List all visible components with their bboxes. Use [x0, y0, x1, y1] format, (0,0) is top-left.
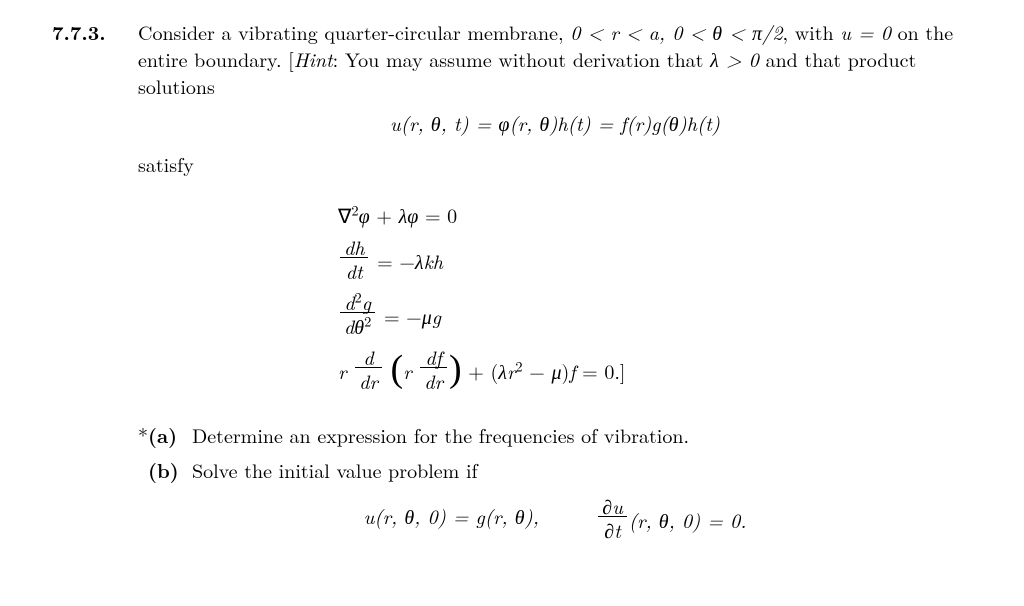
satisfy-label: satisfy	[138, 150, 972, 177]
part-a-label: *(a)	[138, 421, 192, 448]
d-dr-outer-frac: d dr	[355, 346, 382, 391]
ic-1: u(r, θ, 0) = g(r, θ),	[364, 501, 539, 530]
problem-body: Consider a vibrating quarter-circular me…	[138, 18, 972, 544]
product-solution-eq-math: u(r, θ, t) = φ(r, θ)h(t) = f(r)g(θ)h(t)	[390, 108, 720, 137]
statement-text-1: Consider a vibrating quarter-circular me…	[138, 17, 570, 46]
part-a-text: Determine an expression for the frequenc…	[192, 421, 689, 448]
statement-text-2: , with	[783, 17, 841, 46]
dh-dt-frac: dh dt	[340, 236, 368, 281]
initial-conditions: u(r, θ, 0) = g(r, θ), ∂u ∂t (r, θ, 0) = …	[138, 497, 972, 542]
d2g-dtheta2-frac: d2g dθ2	[340, 291, 375, 336]
part-b-letter: (b)	[148, 455, 179, 484]
product-solution-eq: u(r, θ, t) = φ(r, θ)h(t) = f(r)g(θ)h(t)	[138, 109, 972, 136]
ic-2: ∂u ∂t (r, θ, 0) = 0.	[596, 501, 746, 530]
part-a: *(a) Determine an expression for the fre…	[138, 421, 972, 448]
radial-ode: r d dr (r df dr ) + (λr2 − μ)f = 0.]	[338, 348, 625, 393]
statement: Consider a vibrating quarter-circular me…	[138, 18, 972, 99]
statement-text-4: : You may assume without derivation that	[333, 44, 711, 73]
parts: *(a) Determine an expression for the fre…	[138, 421, 972, 483]
statement-math-domain: 0 < r < a, 0 < θ < π/2	[570, 17, 782, 46]
time-ode: dh dt = −λkh	[338, 238, 625, 283]
equation-stack: ∇2φ + λφ = 0 dh dt = −λkh d2g dθ2	[338, 191, 625, 403]
part-a-letter: (a)	[148, 420, 177, 449]
part-b-label: (b)	[138, 456, 192, 483]
statement-lambda: λ > 0	[710, 44, 759, 73]
problem-block: 7.7.3. Consider a vibrating quarter-circ…	[52, 18, 972, 544]
part-b-text: Solve the initial value problem if	[192, 456, 478, 483]
part-b: (b) Solve the initial value problem if	[138, 456, 972, 483]
df-dr-inner-frac: df dr	[420, 346, 447, 391]
angular-ode: d2g dθ2 = −μg	[338, 293, 625, 338]
hint-label: Hint	[294, 44, 333, 73]
statement-u-eq-0: u = 0	[840, 17, 891, 46]
separated-equations: ∇2φ + λφ = 0 dh dt = −λkh d2g dθ2	[138, 187, 972, 409]
problem-number: 7.7.3.	[52, 18, 138, 45]
helmholtz-eq: ∇2φ + λφ = 0	[338, 201, 625, 228]
page: 7.7.3. Consider a vibrating quarter-circ…	[0, 0, 1024, 564]
part-a-star: *	[138, 420, 148, 449]
du-dt-frac: ∂u ∂t	[598, 495, 627, 540]
